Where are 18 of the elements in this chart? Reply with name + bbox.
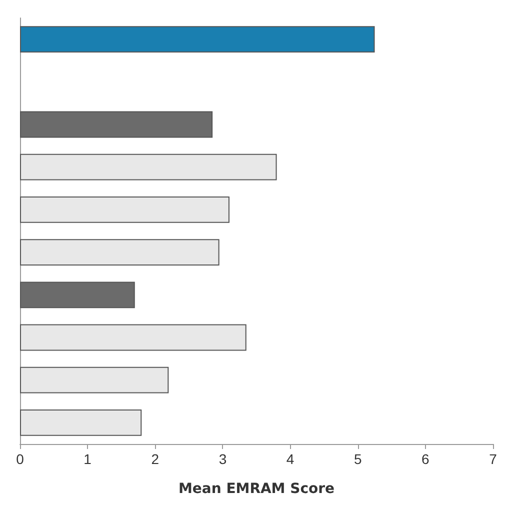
bar xyxy=(20,409,142,436)
x-tick-label: 4 xyxy=(286,451,294,467)
x-tick-label: 6 xyxy=(422,451,430,467)
x-tick-label: 0 xyxy=(16,451,24,467)
bar xyxy=(20,26,375,53)
x-tick-label: 7 xyxy=(489,451,498,467)
x-tick-label: 2 xyxy=(151,451,160,467)
bar xyxy=(20,366,169,394)
bar xyxy=(20,282,135,308)
x-tick-label: 5 xyxy=(354,451,362,467)
bar xyxy=(20,154,277,180)
bar xyxy=(20,111,213,138)
bar xyxy=(20,239,220,266)
x-axis-title: Mean EMRAM Score xyxy=(178,481,335,497)
bar xyxy=(20,196,230,223)
x-tick-label: 1 xyxy=(84,451,92,467)
bar xyxy=(20,324,246,351)
x-tick-label: 3 xyxy=(218,451,227,467)
